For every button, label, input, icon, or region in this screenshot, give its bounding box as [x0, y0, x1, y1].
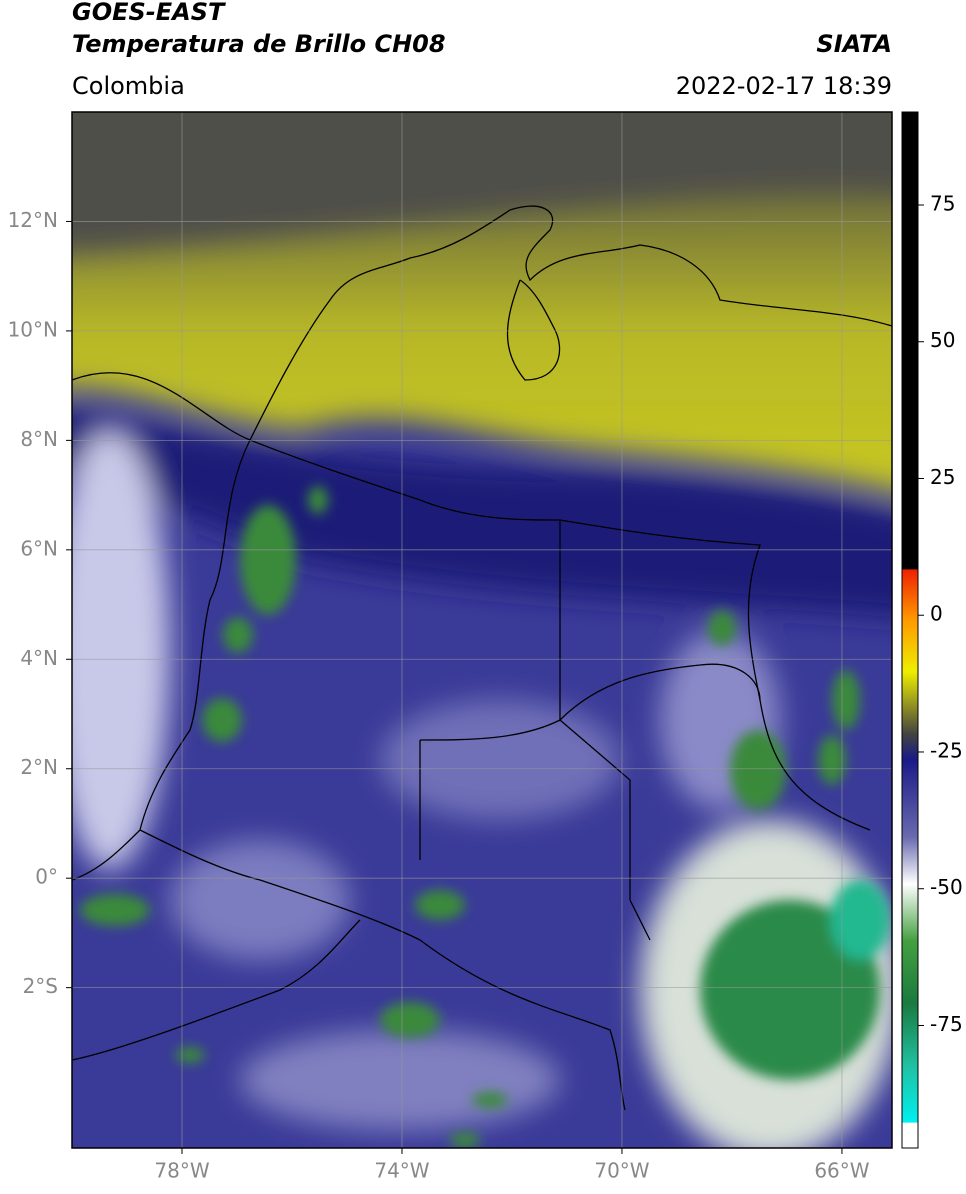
colorbar [901, 111, 919, 1149]
grid [72, 112, 892, 1148]
y-tick-label: 12°N [8, 208, 58, 232]
y-tick-label: 2°S [23, 974, 58, 998]
y-tick-label: 0° [35, 865, 58, 889]
x-tick-label: 70°W [594, 1159, 649, 1183]
x-tick-label: 74°W [374, 1159, 429, 1183]
colorbar-tick-label: 0 [930, 602, 943, 626]
y-tick-label: 2°N [20, 755, 58, 779]
source: SIATA [816, 30, 892, 58]
y-tick-label: 8°N [20, 427, 58, 451]
colorbar-tick-label: 50 [930, 328, 955, 352]
region: Colombia [72, 72, 185, 100]
satellite-image [72, 112, 892, 1148]
colorbar-tick-label: 25 [930, 465, 955, 489]
colorbar-tick-label: -50 [930, 875, 963, 899]
subtitle: Temperatura de Brillo CH08 [72, 30, 446, 58]
y-tick-label: 4°N [20, 646, 58, 670]
datetime: 2022-02-17 18:39 [676, 72, 892, 100]
x-tick-label: 66°W [814, 1159, 869, 1183]
y-tick-label: 6°N [20, 536, 58, 560]
y-tick-label: 10°N [8, 317, 58, 341]
colorbar-tick-label: -25 [930, 738, 963, 762]
title: GOES-EAST [72, 0, 226, 26]
colorbar-tick-label: 75 [930, 191, 955, 215]
map-frame [71, 111, 893, 1149]
colorbar-tick-label: -75 [930, 1012, 963, 1036]
x-tick-label: 78°W [154, 1159, 209, 1183]
